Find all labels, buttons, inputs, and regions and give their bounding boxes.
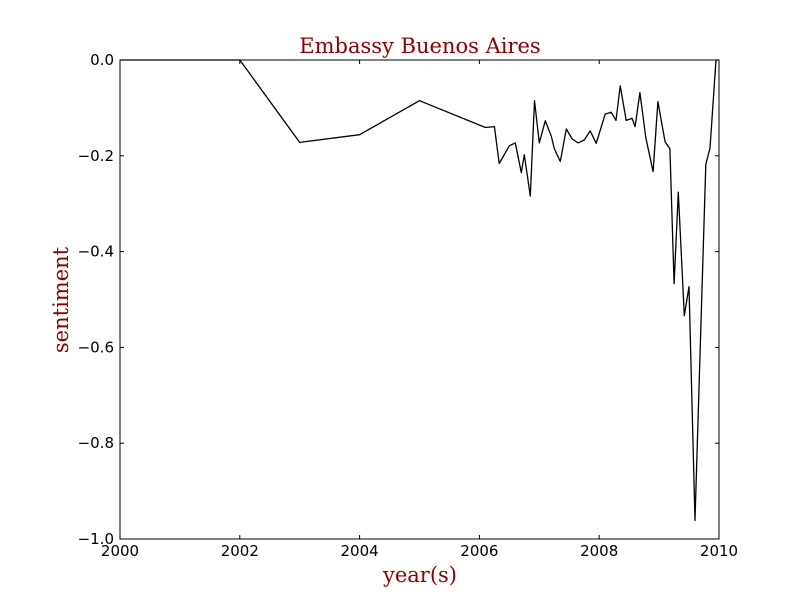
y-tick-label: −0.2 <box>78 147 114 165</box>
series-layer <box>120 59 719 521</box>
y-tick-label: 0.0 <box>90 51 114 69</box>
x-tick-label: 2002 <box>221 542 259 560</box>
plot-area-frame <box>119 59 720 540</box>
x-tick-label: 2008 <box>580 542 618 560</box>
y-tick-label: −0.6 <box>78 338 114 356</box>
x-tick-label: 2006 <box>460 542 498 560</box>
axis-ticks: 2000 2002 2004 2006 2008 2010 0.0 −0.2 −0.4 −0.6 −… <box>78 51 739 560</box>
x-tick-label: 2000 <box>101 542 139 560</box>
chart-title: Embassy Buenos Aires <box>299 34 540 58</box>
x-tick-label: 2004 <box>341 542 379 560</box>
x-tick-label: 2010 <box>700 542 738 560</box>
y-tick-label: −1.0 <box>78 530 114 548</box>
y-tick-label: −0.4 <box>78 243 114 261</box>
sentiment-line <box>120 59 719 521</box>
x-axis-label: year(s) <box>382 563 457 587</box>
y-axis-label: sentiment <box>49 246 73 353</box>
y-tick-label: −0.8 <box>78 434 114 452</box>
